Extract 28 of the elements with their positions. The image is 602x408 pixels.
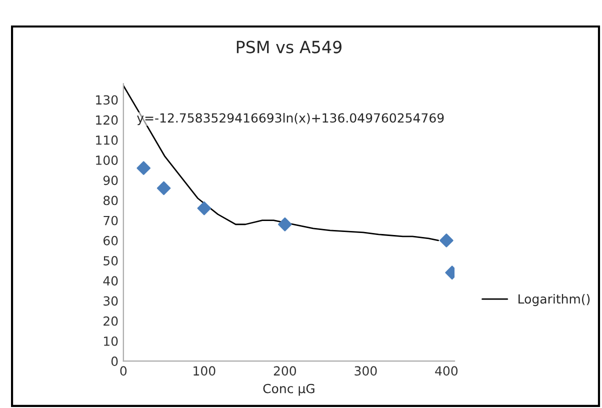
legend-label: Logarithm()	[518, 294, 590, 306]
point	[278, 217, 292, 232]
x-tick-label: 100	[194, 366, 216, 376]
y-tick-label: 50	[104, 256, 118, 266]
y-tick-label: 0	[111, 356, 118, 366]
point	[440, 234, 454, 248]
x-tick-label: 300	[354, 366, 377, 376]
y-tick-label: 110	[96, 135, 118, 145]
y-tick-label: 70	[104, 216, 118, 226]
point	[156, 181, 171, 196]
x-tick-label: 0	[120, 366, 127, 376]
y-tick-label: 130	[96, 95, 118, 105]
y-tick-label: 80	[103, 196, 118, 206]
x-axis-title: Conc µG	[263, 384, 314, 396]
y-tick-label: 100	[96, 156, 118, 165]
y-tick-label: 90	[103, 176, 118, 186]
x-tick-label: 200	[274, 366, 296, 376]
y-tick-label: 10	[104, 336, 118, 346]
point	[136, 161, 151, 175]
point	[197, 201, 212, 216]
chart-title: PSM vs A549	[236, 40, 342, 54]
x-tick-label: 400	[435, 366, 458, 376]
y-tick-label: 30	[104, 296, 118, 306]
annotation: y=-12.7583529416693ln(x)+136.049760254769	[137, 112, 444, 126]
y-tick-label: 60	[104, 236, 118, 246]
y-tick-label: 120	[96, 115, 118, 125]
y-tick-label: 20	[104, 316, 118, 326]
y-tick-label: 40	[103, 276, 118, 286]
